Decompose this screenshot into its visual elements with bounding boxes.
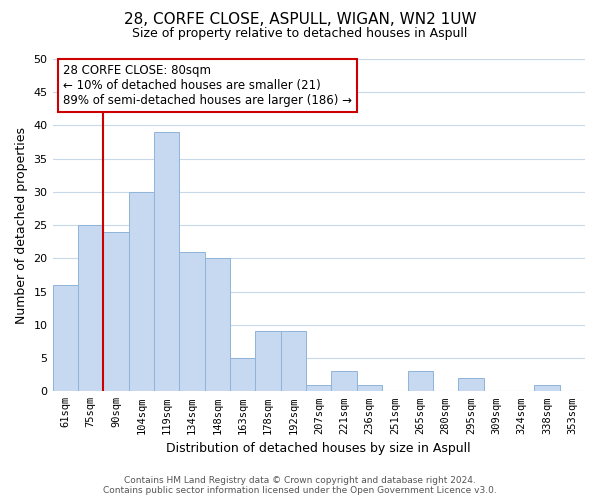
Bar <box>357 384 382 392</box>
Text: Size of property relative to detached houses in Aspull: Size of property relative to detached ho… <box>133 28 467 40</box>
Bar <box>534 384 560 392</box>
Bar <box>128 192 154 392</box>
Y-axis label: Number of detached properties: Number of detached properties <box>15 126 28 324</box>
X-axis label: Distribution of detached houses by size in Aspull: Distribution of detached houses by size … <box>166 442 471 455</box>
Bar <box>281 332 306 392</box>
Bar <box>53 285 78 392</box>
Bar <box>331 372 357 392</box>
Text: 28 CORFE CLOSE: 80sqm
← 10% of detached houses are smaller (21)
89% of semi-deta: 28 CORFE CLOSE: 80sqm ← 10% of detached … <box>63 64 352 107</box>
Bar <box>306 384 331 392</box>
Bar <box>78 225 103 392</box>
Bar <box>205 258 230 392</box>
Text: 28, CORFE CLOSE, ASPULL, WIGAN, WN2 1UW: 28, CORFE CLOSE, ASPULL, WIGAN, WN2 1UW <box>124 12 476 28</box>
Bar <box>103 232 128 392</box>
Bar <box>256 332 281 392</box>
Bar <box>407 372 433 392</box>
Bar <box>458 378 484 392</box>
Text: Contains HM Land Registry data © Crown copyright and database right 2024.
Contai: Contains HM Land Registry data © Crown c… <box>103 476 497 495</box>
Bar <box>230 358 256 392</box>
Bar <box>154 132 179 392</box>
Bar <box>179 252 205 392</box>
